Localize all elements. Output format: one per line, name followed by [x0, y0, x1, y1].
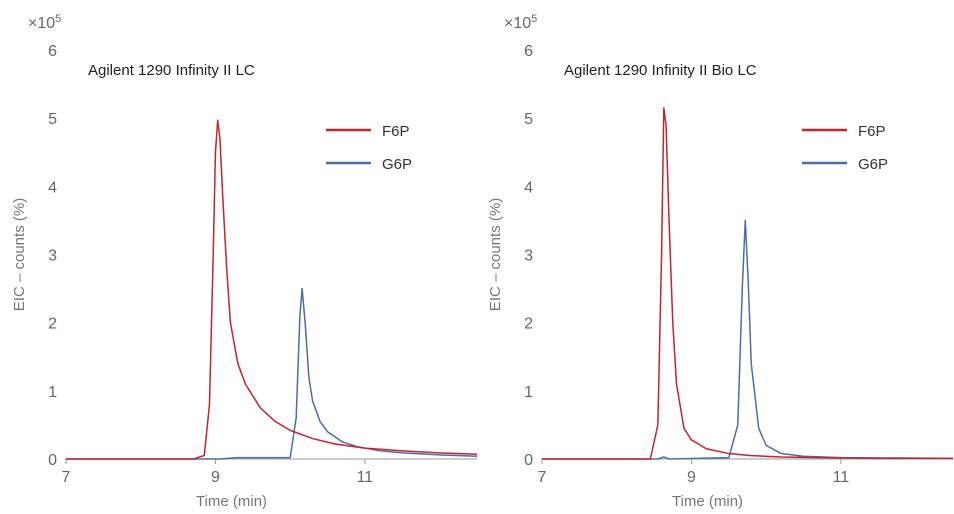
x-tick-label: 9	[211, 469, 220, 486]
y-multiplier-label: ×105	[504, 13, 537, 32]
y-multiplier-exponent: 5	[531, 13, 537, 25]
y-tick-label: 6	[524, 43, 533, 60]
x-tick-label: 11	[833, 469, 850, 486]
series-line-f6p	[66, 119, 478, 460]
y-tick-label: 1	[524, 384, 533, 401]
y-tick-label: 0	[524, 452, 533, 469]
x-axis-label: Time (min)	[196, 493, 267, 510]
series-line-f6p	[542, 107, 953, 460]
chart-title: Agilent 1290 Infinity II LC	[88, 62, 255, 79]
y-tick-label: 5	[48, 111, 57, 128]
legend-label-g6p: G6P	[858, 156, 888, 173]
series-line-g6p	[542, 219, 954, 460]
y-tick-label: 0	[48, 452, 57, 469]
y-multiplier-exponent: 5	[55, 13, 61, 25]
x-tick-label: 11	[357, 469, 374, 486]
y-axis-label: EIC – counts (%)	[11, 198, 28, 311]
y-tick-label: 4	[524, 179, 533, 196]
y-tick-label: 2	[48, 316, 57, 333]
y-tick-label: 3	[48, 248, 57, 265]
x-tick-label: 7	[62, 469, 71, 486]
y-tick-label: 2	[524, 316, 533, 333]
y-multiplier-base: ×10	[504, 15, 531, 32]
series-line-g6p	[66, 287, 478, 460]
legend-label-f6p: F6P	[858, 123, 886, 140]
y-multiplier-base: ×10	[28, 15, 55, 32]
chart-title: Agilent 1290 Infinity II Bio LC	[564, 62, 757, 79]
y-tick-label: 4	[48, 179, 57, 196]
y-axis-label: EIC – counts (%)	[487, 198, 504, 311]
y-tick-label: 5	[524, 111, 533, 128]
y-tick-label: 1	[48, 384, 57, 401]
legend-label-f6p: F6P	[382, 123, 410, 140]
y-tick-label: 3	[524, 248, 533, 265]
y-multiplier-label: ×105	[28, 13, 61, 32]
legend-label-g6p: G6P	[382, 156, 412, 173]
y-tick-label: 6	[48, 43, 57, 60]
x-tick-label: 9	[687, 469, 696, 486]
x-axis-label: Time (min)	[672, 493, 743, 510]
x-tick-label: 7	[538, 469, 547, 486]
